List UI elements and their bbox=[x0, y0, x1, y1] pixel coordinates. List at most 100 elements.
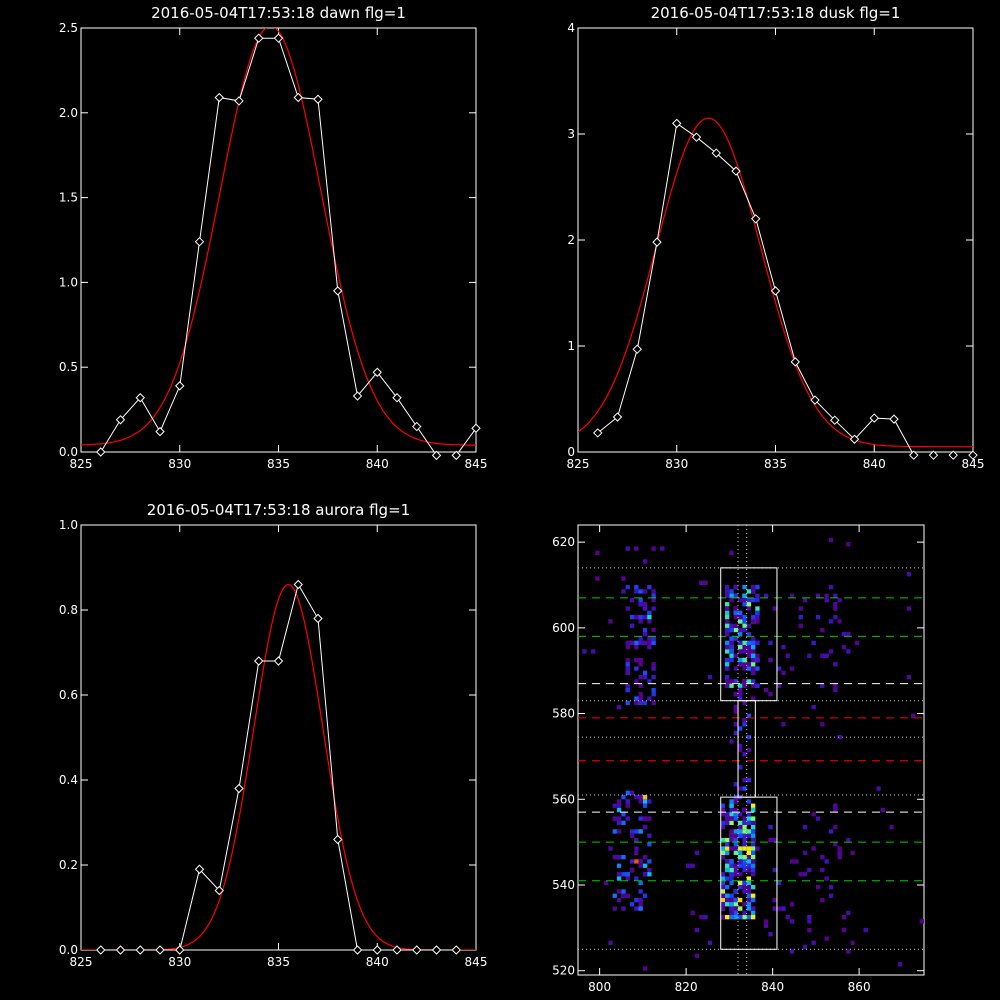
heatmap-cell bbox=[616, 807, 622, 813]
heatmap-cell bbox=[612, 855, 617, 860]
heatmap-cell bbox=[755, 683, 760, 688]
heatmap-cell bbox=[729, 859, 734, 864]
heatmap-cell bbox=[742, 829, 747, 834]
heatmap-cell bbox=[746, 597, 751, 603]
heatmap-cell bbox=[729, 636, 734, 641]
heatmap-cell bbox=[751, 897, 756, 903]
heatmap-cell bbox=[751, 833, 756, 838]
heatmap-cell bbox=[742, 820, 747, 825]
heatmap-cell bbox=[733, 705, 738, 710]
heatmap-cell bbox=[608, 846, 613, 851]
heatmap-cell bbox=[629, 640, 635, 645]
heatmap-cell bbox=[625, 645, 630, 650]
heatmap-cell bbox=[833, 615, 838, 620]
heatmap-cell bbox=[755, 640, 760, 645]
heatmap-cell bbox=[720, 880, 725, 885]
data-point bbox=[849, 434, 860, 444]
heatmap-cell bbox=[789, 919, 795, 924]
heatmap-cell bbox=[733, 816, 738, 821]
heatmap-cell bbox=[729, 679, 734, 684]
heatmap-cell bbox=[807, 927, 812, 933]
heatmap-cell bbox=[729, 846, 734, 851]
heatmap-cell bbox=[725, 846, 730, 851]
heatmap-cell bbox=[591, 649, 596, 654]
heatmap-cell bbox=[742, 855, 747, 860]
heatmap-cell bbox=[629, 833, 635, 838]
heatmap-cell bbox=[841, 927, 847, 933]
heatmap-cell bbox=[733, 837, 738, 843]
heatmap-cell bbox=[811, 812, 816, 817]
data-point bbox=[135, 945, 145, 955]
heatmap-cell bbox=[880, 807, 886, 813]
heatmap-cell bbox=[738, 610, 743, 615]
heatmap-cell bbox=[746, 602, 751, 607]
heatmap-cell bbox=[729, 876, 734, 881]
x-tick-label: 830 bbox=[168, 457, 191, 471]
heatmap-cell bbox=[742, 777, 747, 783]
heatmap-cell bbox=[729, 799, 734, 804]
heatmap-cell bbox=[742, 885, 747, 890]
y-tick-label: 0.5 bbox=[59, 360, 78, 374]
heatmap-cell bbox=[781, 670, 786, 675]
chart-title: 2016-05-04T17:53:18 dawn flg=1 bbox=[151, 4, 406, 22]
heatmap-cell bbox=[612, 803, 617, 808]
heatmap-cell bbox=[638, 816, 643, 821]
heatmap-cell bbox=[642, 893, 648, 898]
y-tick-label: 1.0 bbox=[59, 275, 78, 289]
heatmap-cell bbox=[642, 816, 648, 821]
heatmap-cell bbox=[629, 829, 635, 834]
heatmap-cell bbox=[738, 627, 743, 633]
heatmap-cell bbox=[625, 585, 630, 590]
heatmap-cell bbox=[846, 542, 851, 547]
data-point bbox=[790, 357, 800, 367]
heatmap-cell bbox=[638, 906, 643, 911]
heatmap-cell bbox=[738, 696, 743, 701]
heatmap-cell bbox=[833, 842, 838, 847]
heatmap-cell bbox=[634, 666, 639, 671]
heatmap-cell bbox=[751, 893, 756, 898]
heatmap-cell bbox=[798, 623, 803, 628]
heatmap-cell bbox=[738, 855, 743, 860]
data-point bbox=[194, 236, 205, 247]
heatmap-cell bbox=[733, 902, 738, 907]
heatmap-cell bbox=[725, 850, 730, 855]
heatmap-cell bbox=[699, 580, 704, 585]
heatmap-cell bbox=[725, 893, 730, 898]
heatmap-cell bbox=[647, 640, 652, 645]
heatmap-cell bbox=[642, 606, 648, 611]
heatmap-cell bbox=[846, 837, 851, 843]
data-point bbox=[273, 656, 284, 666]
data-point bbox=[333, 834, 343, 845]
heatmap-cell bbox=[738, 619, 743, 624]
heatmap-cell bbox=[742, 889, 747, 894]
heatmap-cell bbox=[738, 615, 743, 620]
heatmap-cell bbox=[725, 863, 730, 868]
heatmap-cell bbox=[629, 623, 635, 628]
heatmap-cell bbox=[725, 666, 730, 671]
heatmap-cell bbox=[725, 683, 730, 688]
heatmap-cell bbox=[738, 743, 743, 748]
heatmap-cell bbox=[798, 606, 803, 611]
heatmap-cell bbox=[651, 687, 656, 693]
heatmap-cell bbox=[746, 902, 751, 907]
heatmap-cell bbox=[828, 537, 834, 543]
heatmap-cell bbox=[729, 897, 734, 903]
x-tick-label: 825 bbox=[70, 457, 93, 471]
heatmap-cell bbox=[789, 902, 795, 907]
heatmap-cell bbox=[725, 627, 730, 633]
heatmap-cell bbox=[720, 893, 725, 898]
heatmap-cell bbox=[625, 876, 630, 881]
heatmap-cell bbox=[733, 867, 738, 873]
heatmap-cell bbox=[651, 700, 656, 705]
heatmap-cell bbox=[742, 717, 747, 723]
heatmap-cell bbox=[811, 846, 816, 851]
heatmap-cell bbox=[638, 902, 643, 907]
heatmap-cell bbox=[616, 889, 622, 894]
heatmap-cell bbox=[751, 885, 756, 890]
heatmap-cell bbox=[638, 799, 643, 804]
heatmap-cell bbox=[777, 906, 782, 911]
heatmap-cell bbox=[733, 666, 738, 671]
heatmap-cell bbox=[755, 593, 760, 598]
heatmap-cell bbox=[725, 915, 730, 920]
heatmap-cell bbox=[720, 825, 725, 830]
